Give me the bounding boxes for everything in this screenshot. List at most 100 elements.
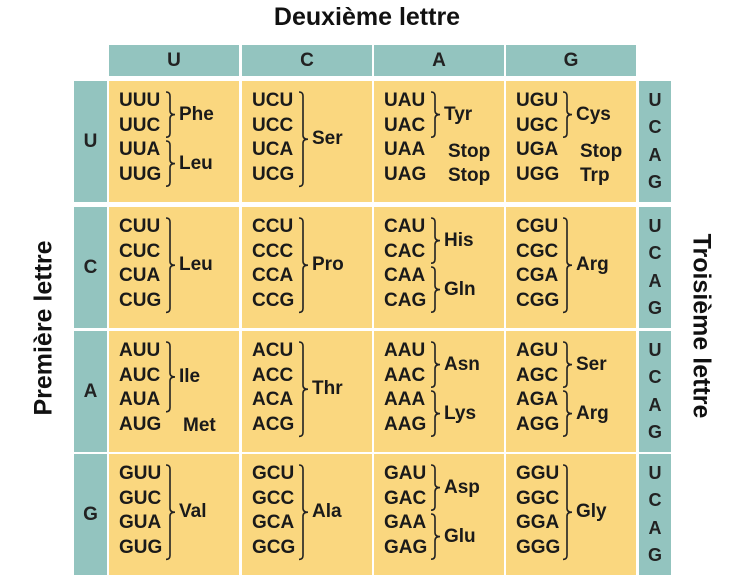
amino-acid-label: Gln: [444, 278, 476, 300]
third-letter-label: U: [648, 216, 662, 237]
codon-label: GUA: [119, 512, 162, 534]
brace-mark: [298, 464, 309, 561]
first-letter-header: C: [74, 207, 107, 328]
amino-acid-label: Stop: [448, 140, 491, 162]
codon-label: AAA: [384, 389, 426, 411]
codon-cell: AGU AGC AGA AGG Ser Arg: [506, 331, 636, 452]
codon-label: UAA: [384, 139, 426, 161]
codon-label: GCU: [252, 463, 295, 484]
codon-cell: CGU CGC CGA CGG Arg: [506, 207, 636, 328]
amino-acid-label: Ser: [576, 353, 607, 375]
amino-acid-label: Ala: [312, 501, 342, 523]
amino-acid-label: Ser: [312, 128, 343, 150]
codon-label: CUA: [119, 265, 161, 287]
second-letter-header: A: [374, 45, 504, 76]
codon-cell: UCU UCC UCA UCG Ser: [242, 81, 372, 202]
amino-acid-label: Leu: [179, 152, 213, 174]
codon-label: CGC: [516, 240, 559, 262]
amino-acid-label: Asn: [444, 353, 480, 375]
brace-mark: [298, 341, 309, 438]
third-letter-label: C: [648, 243, 662, 264]
codon-label: AGU: [516, 340, 559, 361]
codon-label: UCU: [252, 90, 294, 111]
codon-label: UUA: [119, 139, 161, 161]
third-letter-label: U: [648, 90, 662, 111]
amino-acid-label: Tyr: [444, 103, 473, 125]
second-letter-header: U: [109, 45, 239, 76]
codon-cell: CAU CAC CAA CAG His Gln: [374, 207, 504, 328]
amino-acid-label: Leu: [179, 254, 213, 276]
brace-mark: [165, 464, 176, 561]
codon-label: GUG: [119, 536, 163, 558]
first-letter-header: A: [74, 331, 107, 452]
amino-acid-label: His: [444, 229, 474, 251]
brace-mark: [562, 390, 573, 438]
codon-label: UGC: [516, 114, 559, 136]
codon-label: AUC: [119, 364, 161, 386]
codon-label: CAG: [384, 289, 427, 311]
brace-mark: [562, 341, 573, 388]
codon-label: GGG: [516, 536, 561, 558]
amino-acid-label: Arg: [576, 402, 609, 424]
codon-label: UCC: [252, 114, 294, 136]
codon-cell: GGU GGC GGA GGG Gly: [506, 454, 636, 575]
brace-mark: [165, 217, 176, 314]
codon-label: AUA: [119, 389, 161, 411]
codon-cell: UUU UUC UUA UUG Phe Leu: [109, 81, 239, 202]
amino-acid-label: Asp: [444, 476, 480, 498]
codon-label: UCG: [252, 163, 295, 185]
brace-mark: [165, 341, 176, 413]
codon-cell: AUU AUC AUA AUG Ile Met: [109, 331, 239, 452]
codon-label: CCA: [252, 265, 294, 287]
codon-label: CAU: [384, 216, 426, 237]
brace-mark: [430, 341, 441, 388]
codon-label: AGC: [516, 364, 559, 386]
codon-cell: ACU ACC ACA ACG Thr: [242, 331, 372, 452]
codon-cell: GAU GAC GAA GAG Asp Glu: [374, 454, 504, 575]
second-letter-title: Deuxième lettre: [273, 3, 461, 31]
brace-mark: [165, 91, 176, 138]
amino-acid-label: Stop: [580, 140, 623, 162]
brace-mark: [430, 464, 441, 511]
codon-label: ACC: [252, 364, 294, 386]
codon-cell: GCU GCC GCA GCG Ala: [242, 454, 372, 575]
codon-cell: UGU UGC UGA UGG Cys Stop Trp: [506, 81, 636, 202]
codon-label: GCA: [252, 512, 295, 534]
codon-label: UUG: [119, 163, 162, 185]
codon-label: AGA: [516, 389, 559, 411]
codon-label: AUG: [119, 413, 162, 435]
amino-acid-label: Trp: [580, 165, 610, 187]
second-letter-header: C: [242, 45, 372, 76]
codon-label: UGU: [516, 90, 559, 111]
third-letter-title: Troisième lettre: [687, 233, 716, 419]
amino-acid-label: Stop: [448, 165, 491, 187]
third-letter-label: C: [648, 367, 662, 388]
brace-mark: [165, 140, 176, 188]
codon-label: ACG: [252, 413, 295, 435]
amino-acid-label: Ile: [179, 365, 201, 387]
codon-label: AUU: [119, 340, 161, 361]
amino-acid-label: Phe: [179, 103, 214, 125]
brace-mark: [298, 91, 309, 188]
third-letter-label: A: [648, 394, 662, 415]
codon-label: CGG: [516, 289, 560, 311]
codon-label: UGA: [516, 139, 559, 161]
codon-label: GAG: [384, 536, 428, 558]
codon-label: CCC: [252, 240, 294, 262]
third-letter-label: A: [648, 144, 662, 165]
first-letter-title: Première lettre: [29, 240, 58, 416]
codon-label: UGG: [516, 163, 560, 185]
amino-acid-label: Met: [183, 415, 216, 437]
brace-mark: [430, 91, 441, 138]
codon-label: UUU: [119, 90, 161, 111]
third-letter-label: C: [648, 117, 662, 138]
codon-label: UAC: [384, 114, 426, 136]
codon-label: GAU: [384, 463, 427, 484]
brace-mark: [430, 266, 441, 314]
third-letter-label: G: [647, 171, 662, 192]
codon-cell: CCU CCC CCA CCG Pro: [242, 207, 372, 328]
brace-mark: [562, 217, 573, 314]
third-letter-label: C: [648, 490, 662, 511]
third-letter-label: A: [648, 270, 662, 291]
